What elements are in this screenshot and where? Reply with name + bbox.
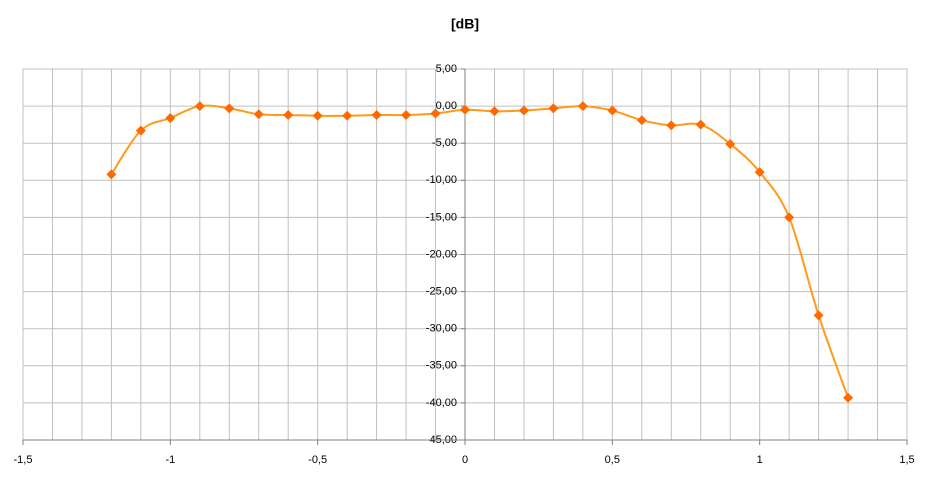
marker bbox=[283, 110, 294, 121]
y-tick-label: -25,00 bbox=[426, 286, 457, 298]
marker bbox=[401, 110, 412, 121]
marker bbox=[666, 120, 677, 131]
marker bbox=[548, 103, 559, 114]
marker bbox=[843, 392, 854, 403]
marker bbox=[725, 138, 736, 149]
y-tick-label: -35,00 bbox=[426, 360, 457, 372]
marker bbox=[430, 108, 441, 119]
marker bbox=[253, 109, 264, 120]
y-tick-label: -15,00 bbox=[426, 211, 457, 223]
marker bbox=[460, 104, 470, 115]
x-tick-label: -1 bbox=[165, 454, 175, 466]
marker bbox=[224, 103, 235, 114]
chart-title: [dB] bbox=[451, 16, 479, 32]
marker bbox=[371, 110, 382, 121]
marker bbox=[489, 106, 500, 117]
y-tick-label: -30,00 bbox=[426, 323, 457, 335]
marker bbox=[135, 125, 146, 136]
x-tick-label: 0 bbox=[462, 454, 468, 466]
marker bbox=[577, 101, 588, 112]
series-line bbox=[110, 104, 850, 399]
x-tick-label: -0,5 bbox=[308, 454, 327, 466]
marker bbox=[518, 105, 529, 116]
marker bbox=[194, 101, 205, 112]
marker bbox=[312, 110, 323, 121]
marker bbox=[784, 212, 795, 223]
y-tick-label: -5,00 bbox=[432, 137, 457, 149]
marker bbox=[695, 119, 706, 130]
y-tick-label: -20,00 bbox=[426, 248, 457, 260]
x-tick-label: 1,5 bbox=[899, 454, 914, 466]
marker bbox=[165, 112, 176, 123]
x-tick-label: 1 bbox=[757, 454, 763, 466]
marker bbox=[342, 110, 353, 121]
marker bbox=[607, 105, 618, 116]
y-tick-label: 5,00 bbox=[436, 63, 457, 75]
y-tick-label: -40,00 bbox=[426, 397, 457, 409]
marker bbox=[106, 169, 117, 180]
y-tick-label: 0,00 bbox=[436, 100, 457, 112]
marker bbox=[636, 115, 647, 126]
x-tick-label: -1,5 bbox=[14, 454, 33, 466]
marker bbox=[754, 167, 765, 178]
x-tick-label: 0,5 bbox=[605, 454, 620, 466]
marker bbox=[813, 310, 824, 321]
y-tick-label: -10,00 bbox=[426, 174, 457, 186]
